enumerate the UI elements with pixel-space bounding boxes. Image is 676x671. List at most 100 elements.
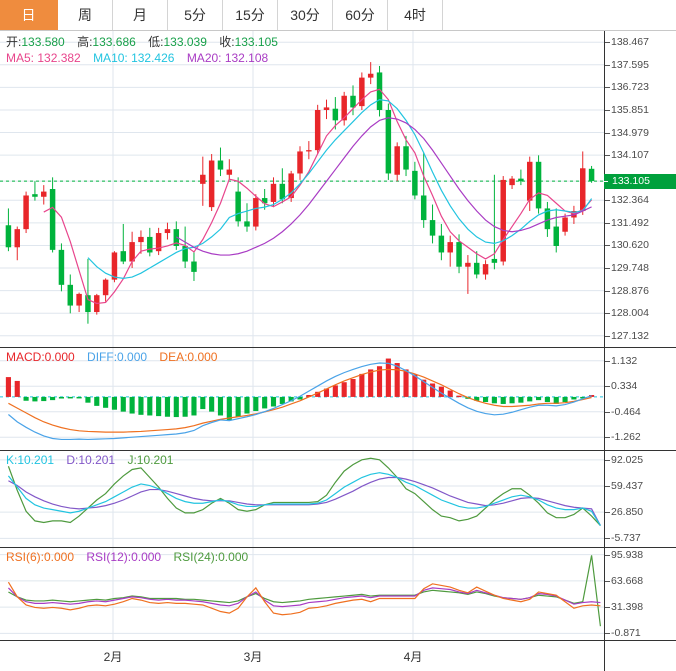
kdj-svg <box>0 451 604 547</box>
rsi-y-axis: 95.938 63.668 31.398 -0.871 <box>604 548 676 640</box>
rsi24-value: RSI(24):0.000 <box>173 550 249 564</box>
axis-tick-label: 137.595 <box>611 58 649 71</box>
ma20-value: MA20: 132.108 <box>186 51 269 65</box>
diff-value: DIFF:0.000 <box>87 350 148 364</box>
ohlc-line: 开:133.580 高:133.686 低:133.039 收:133.105 <box>6 33 287 50</box>
rsi-svg <box>0 548 604 640</box>
timeframe-tabbar: 日周月 5分 15分 30分 60分 4时 <box>0 0 676 31</box>
close-label: 收: <box>219 35 235 49</box>
axis-tick-label: 0.334 <box>611 380 638 393</box>
axis-tick-mark <box>605 290 610 292</box>
price-y-axis: 138.467 137.595 136.723 135.851 134.979 134.1… <box>604 31 676 347</box>
price-plot-area[interactable] <box>0 31 604 347</box>
kdj-plot-area[interactable] <box>0 451 604 547</box>
ma10-value: MA10: 132.426 <box>93 51 175 65</box>
axis-tick-mark <box>605 607 610 609</box>
tab-5[interactable]: 30分 <box>278 0 333 30</box>
dea-value: DEA:0.000 <box>159 350 218 364</box>
low-label: 低: <box>148 35 164 49</box>
axis-tick-label: -5.737 <box>611 532 641 545</box>
x-axis-tick-label: 2月 <box>103 650 123 664</box>
axis-tick-mark <box>605 411 610 413</box>
close-value: 133.105 <box>234 35 278 49</box>
axis-tick-label: 59.437 <box>611 479 644 492</box>
high-label: 高: <box>77 35 93 49</box>
open-label: 开: <box>6 35 22 49</box>
axis-tick-mark <box>605 64 610 66</box>
axis-tick-label: 132.364 <box>611 194 649 207</box>
axis-tick-mark <box>605 554 610 556</box>
tab-4[interactable]: 15分 <box>223 0 278 30</box>
axis-tick-label: 1.132 <box>611 354 638 367</box>
axis-tick-mark <box>605 335 610 337</box>
axis-tick-mark <box>605 245 610 247</box>
axis-tick-label: 138.467 <box>611 36 649 49</box>
tab-1[interactable]: 周 <box>58 0 113 30</box>
high-value: 133.686 <box>92 35 136 49</box>
price-legend: 开:133.580 高:133.686 低:133.039 收:133.105 … <box>6 33 287 65</box>
rsi12-value: RSI(12):0.000 <box>86 550 162 564</box>
axis-tick-mark <box>605 580 610 582</box>
kdj-y-axis: 92.025 59.437 26.850 -5.737 <box>604 451 676 547</box>
axis-tick-label: 128.876 <box>611 284 649 297</box>
rsi6-value: RSI(6):0.000 <box>6 550 75 564</box>
axis-tick-mark <box>605 268 610 270</box>
rsi-panel: RSI(6):0.000 RSI(12):0.000 RSI(24):0.000… <box>0 547 676 640</box>
x-axis-corner <box>604 641 676 671</box>
x-axis-tick-label: 4月 <box>403 650 423 664</box>
tabbar-filler <box>443 0 676 30</box>
macd-y-axis: 1.132 0.334 -0.464 -1.262 <box>604 348 676 450</box>
axis-tick-label: 136.723 <box>611 81 649 94</box>
macd-value: MACD:0.000 <box>6 350 75 364</box>
tab-6[interactable]: 60分 <box>333 0 388 30</box>
rsi-legend: RSI(6):0.000 RSI(12):0.000 RSI(24):0.000 <box>6 550 257 564</box>
axis-tick-mark <box>605 459 610 461</box>
tab-7[interactable]: 4时 <box>388 0 443 30</box>
ma5-value: MA5: 132.382 <box>6 51 81 65</box>
axis-tick-mark <box>605 109 610 111</box>
axis-tick-label: 63.668 <box>611 574 644 587</box>
axis-tick-mark <box>605 155 610 157</box>
axis-tick-label: 128.004 <box>611 307 649 320</box>
axis-tick-mark <box>605 360 610 362</box>
x-axis-tick-label: 3月 <box>243 650 263 664</box>
axis-tick-mark <box>605 222 610 224</box>
axis-tick-mark <box>605 313 610 315</box>
axis-tick-mark <box>605 485 610 487</box>
axis-tick-mark <box>605 42 610 44</box>
axis-tick-label: 129.748 <box>611 262 649 275</box>
axis-tick-label: 31.398 <box>611 601 644 614</box>
axis-tick-mark <box>605 200 610 202</box>
axis-tick-mark <box>605 538 610 540</box>
axis-tick-label: -1.262 <box>611 431 641 444</box>
macd-plot-area[interactable] <box>0 348 604 450</box>
tab-3[interactable]: 5分 <box>168 0 223 30</box>
ma-line: MA5: 132.382 MA10: 132.426 MA20: 132.108 <box>6 51 287 65</box>
axis-tick-mark <box>605 512 610 514</box>
axis-tick-label: 26.850 <box>611 506 644 519</box>
axis-tick-label: 92.025 <box>611 453 644 466</box>
axis-tick-label: 130.620 <box>611 239 649 252</box>
axis-tick-mark <box>605 437 610 439</box>
price-candlestick-svg <box>0 31 604 347</box>
axis-tick-label: -0.464 <box>611 405 641 418</box>
axis-tick-label: 95.938 <box>611 548 644 561</box>
axis-tick-mark <box>605 132 610 134</box>
tab-0[interactable]: 日 <box>0 0 58 30</box>
kdj-legend: K:10.201 D:10.201 J:10.201 <box>6 453 182 467</box>
axis-tick-mark <box>605 633 610 635</box>
rsi-plot-area[interactable] <box>0 548 604 640</box>
current-price-tag: 133.105 <box>604 173 676 189</box>
kdj-d-value: D:10.201 <box>66 453 116 467</box>
low-value: 133.039 <box>163 35 207 49</box>
axis-tick-label: 135.851 <box>611 103 649 116</box>
price-chart-panel: 开:133.580 高:133.686 低:133.039 收:133.105 … <box>0 31 676 347</box>
axis-tick-label: -0.871 <box>611 627 641 640</box>
kdj-j-value: J:10.201 <box>127 453 174 467</box>
macd-svg <box>0 348 604 450</box>
kdj-panel: K:10.201 D:10.201 J:10.201 92.025 59.437 2… <box>0 450 676 547</box>
macd-panel: MACD:0.000 DIFF:0.000 DEA:0.000 1.132 0.3… <box>0 347 676 450</box>
axis-tick-label: 134.979 <box>611 126 649 139</box>
tab-2[interactable]: 月 <box>113 0 168 30</box>
